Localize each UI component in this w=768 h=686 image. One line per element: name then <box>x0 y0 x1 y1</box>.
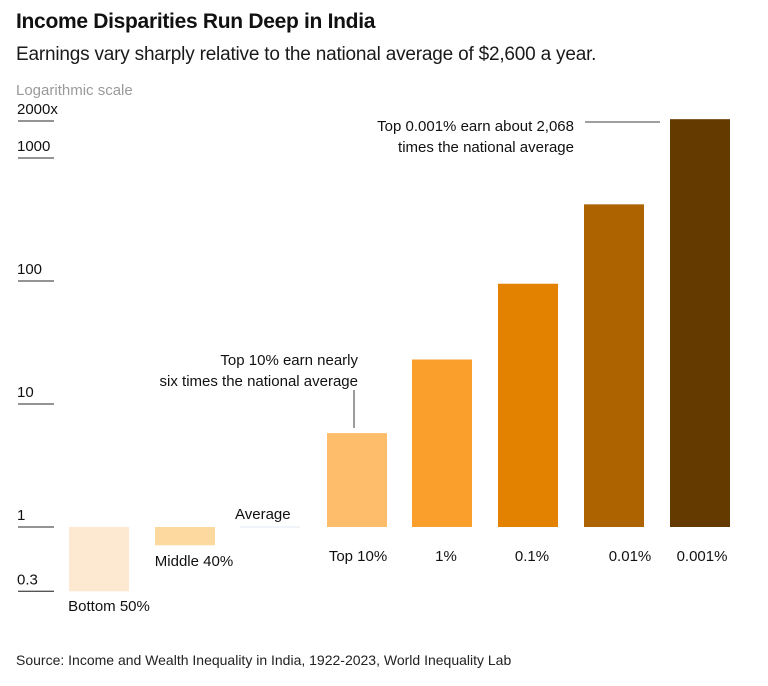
bar-bottom-50- <box>69 527 129 592</box>
annotation-top10-text: Top 10% earn nearly <box>220 352 358 369</box>
annotation-top10-text: six times the national average <box>160 373 358 390</box>
category-label: 0.001% <box>677 548 728 565</box>
bar-top-10- <box>327 433 387 527</box>
scale-note: Logarithmic scale <box>16 82 133 99</box>
chart-title: Income Disparities Run Deep in India <box>16 10 376 33</box>
category-label: Middle 40% <box>155 553 233 570</box>
chart-subtitle: Earnings vary sharply relative to the na… <box>16 44 597 65</box>
y-tick-label: 2000x <box>17 101 58 118</box>
average-label: Average <box>235 506 291 523</box>
bars <box>69 119 730 592</box>
y-tick-label: 1 <box>17 507 25 524</box>
bar-0-1- <box>498 283 558 527</box>
y-tick-label: 1000 <box>17 138 50 155</box>
y-tick-label: 100 <box>17 261 42 278</box>
bar-middle-40- <box>155 527 215 546</box>
category-label: 0.01% <box>609 548 652 565</box>
bar-1- <box>412 359 472 527</box>
category-label: Bottom 50% <box>68 598 150 615</box>
category-label: Top 10% <box>329 548 387 565</box>
annotation-top0001-text: Top 0.001% earn about 2,068 <box>377 118 574 135</box>
category-label: 0.1% <box>515 548 549 565</box>
annotation-top0001-text: times the national average <box>398 139 574 156</box>
annotations: Top 10% earn nearly six times the nationa… <box>160 118 660 428</box>
y-tick-label: 0.3 <box>17 571 38 588</box>
y-tick-label: 10 <box>17 384 34 401</box>
category-label: 1% <box>435 548 457 565</box>
category-labels: Bottom 50% Middle 40% Top 10% 1% 0.1% 0.01% 0.… <box>68 548 727 615</box>
source-note: Source: Income and Wealth Inequality in … <box>16 652 512 668</box>
bar-0-01- <box>584 204 644 527</box>
y-axis: 2000x 1000 100 10 1 0.3 Average <box>17 101 300 592</box>
bar-0-001- <box>670 119 730 527</box>
